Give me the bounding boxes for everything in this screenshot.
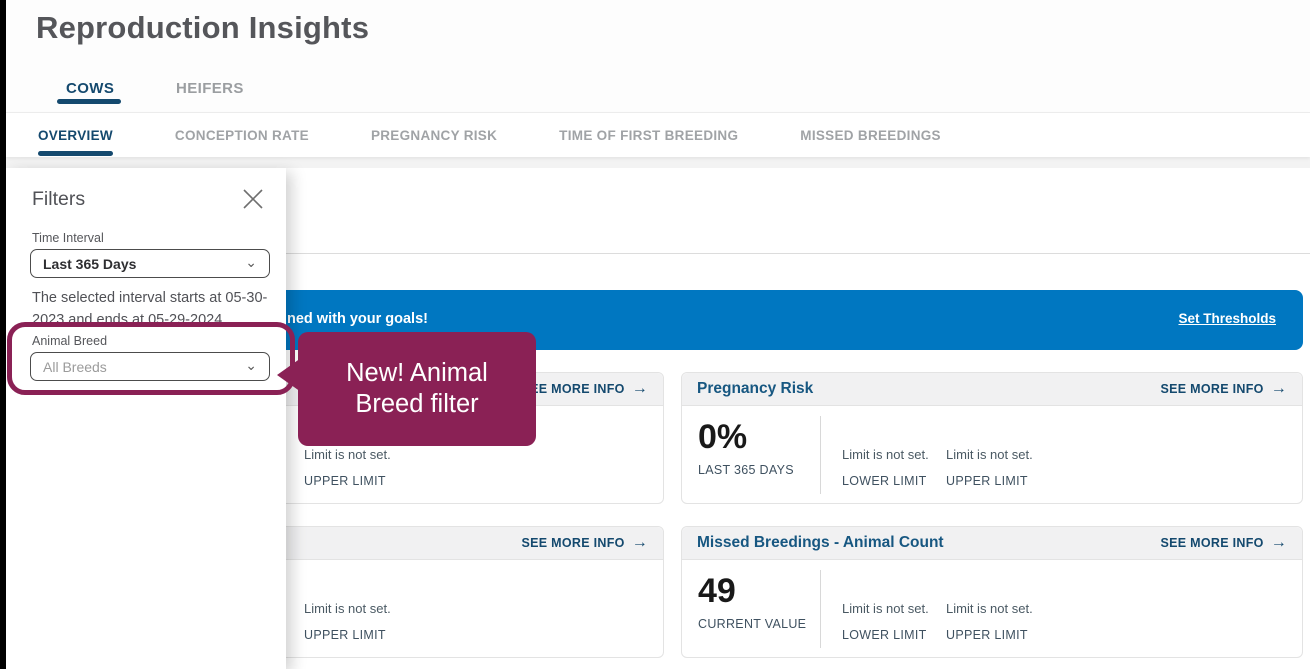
see-more-info-label: SEE MORE INFO (1160, 382, 1264, 396)
card-body: 0% LAST 365 DAYS Limit is not set. LOWER… (682, 406, 1302, 503)
arrow-right-icon: → (1270, 534, 1287, 551)
see-more-info-label: SEE MORE INFO (521, 536, 625, 550)
subtab-time-of-first-breeding[interactable]: TIME OF FIRST BREEDING (559, 127, 739, 143)
see-more-info-label: SEE MORE INFO (521, 382, 625, 396)
see-more-info-link[interactable]: SEE MORE INFO → (1160, 381, 1287, 397)
metric-value: 49 (698, 572, 736, 610)
metric-value: 0% (698, 418, 748, 456)
callout-text-line1: New! Animal (346, 359, 488, 387)
see-more-info-link[interactable]: SEE MORE INFO → (521, 535, 648, 551)
time-interval-value: Last 365 Days (43, 255, 137, 272)
card-header: Pregnancy Risk SEE MORE INFO → (682, 373, 1302, 406)
close-icon[interactable] (238, 184, 268, 214)
chevron-down-icon: ⌄ (245, 253, 257, 270)
metric-block: 49 CURRENT VALUE (698, 560, 806, 631)
new-feature-callout: New! Animal Breed filter (298, 332, 536, 446)
upper-limit-label: UPPER LIMIT (946, 474, 1028, 488)
callout-text-line2: Breed filter (355, 390, 479, 418)
pregnancy-risk-card: Pregnancy Risk SEE MORE INFO → 0% LAST 3… (681, 372, 1303, 504)
page-header: Reproduction Insights COWS HEIFERS (6, 0, 1310, 112)
page-title: Reproduction Insights (36, 10, 370, 45)
limit-status-text: Limit is not set. (842, 601, 929, 616)
tab-heifers[interactable]: HEIFERS (176, 80, 244, 97)
time-interval-label: Time Interval (32, 231, 104, 245)
upper-limit-column: Limit is not set. UPPER LIMIT (304, 406, 391, 488)
active-tab-underline (57, 99, 121, 104)
subtab-missed-breedings[interactable]: MISSED BREEDINGS (800, 127, 941, 143)
subtab-pregnancy-risk[interactable]: PREGNANCY RISK (370, 127, 498, 143)
upper-limit-column: Limit is not set. UPPER LIMIT (946, 560, 1033, 642)
card-body: Limit is not set. UPPER LIMIT (31, 406, 663, 503)
arrow-right-icon: → (631, 380, 648, 397)
card-body: Limit is not set. UPPER LIMIT (31, 560, 663, 657)
close-icon-glyph (243, 189, 263, 209)
time-interval-select[interactable]: Last 365 Days ⌄ (30, 249, 270, 278)
card-title: Missed Breedings - Animal Count (697, 534, 944, 551)
see-more-info-link[interactable]: SEE MORE INFO → (521, 381, 648, 397)
limit-status-text: Limit is not set. (304, 601, 391, 616)
animal-breed-select[interactable]: All Breeds ⌄ (30, 352, 270, 381)
card-body: 49 CURRENT VALUE Limit is not set. LOWER… (682, 560, 1302, 657)
chevron-down-icon: ⌄ (245, 356, 257, 373)
upper-limit-label: UPPER LIMIT (304, 628, 386, 642)
metric-label: LAST 365 DAYS (698, 463, 794, 478)
arrow-right-icon: → (631, 534, 648, 551)
upper-limit-column: Limit is not set. UPPER LIMIT (304, 560, 391, 642)
tab-cows[interactable]: COWS (66, 80, 115, 97)
card-title: Pregnancy Risk (697, 380, 814, 397)
see-more-info-label: SEE MORE INFO (1160, 536, 1264, 550)
lower-limit-label: LOWER LIMIT (842, 474, 927, 488)
limit-status-text: Limit is not set. (946, 447, 1033, 462)
card-header: Missed Breedings - Animal Count SEE MORE… (682, 527, 1302, 560)
animal-breed-label: Animal Breed (32, 334, 108, 348)
set-thresholds-link[interactable]: Set Thresholds (1178, 311, 1276, 326)
limit-status-text: Limit is not set. (946, 601, 1033, 616)
vertical-divider (820, 570, 821, 648)
filters-panel: Filters Time Interval Last 365 Days ⌄ Th… (6, 168, 286, 669)
filters-title: Filters (32, 188, 86, 210)
lower-limit-label: LOWER LIMIT (842, 628, 927, 642)
animal-breed-value: All Breeds (43, 358, 107, 375)
lower-limit-column: Limit is not set. LOWER LIMIT (842, 560, 929, 642)
background-strip (6, 157, 1310, 168)
banner-message: ned with your goals! (287, 311, 428, 327)
subtab-overview[interactable]: OVERVIEW (38, 113, 113, 157)
missed-breedings-card: Missed Breedings - Animal Count SEE MORE… (681, 526, 1303, 658)
upper-limit-column: Limit is not set. UPPER LIMIT (946, 406, 1033, 488)
vertical-divider (820, 416, 821, 494)
section-tab-bar: OVERVIEW CONCEPTION RATE PREGNANCY RISK … (6, 112, 1310, 157)
limit-status-text: Limit is not set. (304, 447, 391, 462)
arrow-right-icon: → (1270, 380, 1287, 397)
upper-limit-label: UPPER LIMIT (304, 474, 386, 488)
upper-limit-label: UPPER LIMIT (946, 628, 1028, 642)
horizontal-divider (6, 253, 1310, 254)
metric-label: CURRENT VALUE (698, 617, 807, 632)
window-edge-strip (0, 0, 6, 669)
interval-note: The selected interval starts at 05-30-20… (32, 290, 268, 328)
see-more-info-link[interactable]: SEE MORE INFO → (1160, 535, 1287, 551)
lower-limit-column: Limit is not set. LOWER LIMIT (842, 406, 929, 488)
metric-block: 0% LAST 365 DAYS (698, 406, 794, 477)
callout-arrow (277, 358, 301, 392)
subtab-conception-rate[interactable]: CONCEPTION RATE (174, 127, 309, 143)
limit-status-text: Limit is not set. (842, 447, 929, 462)
